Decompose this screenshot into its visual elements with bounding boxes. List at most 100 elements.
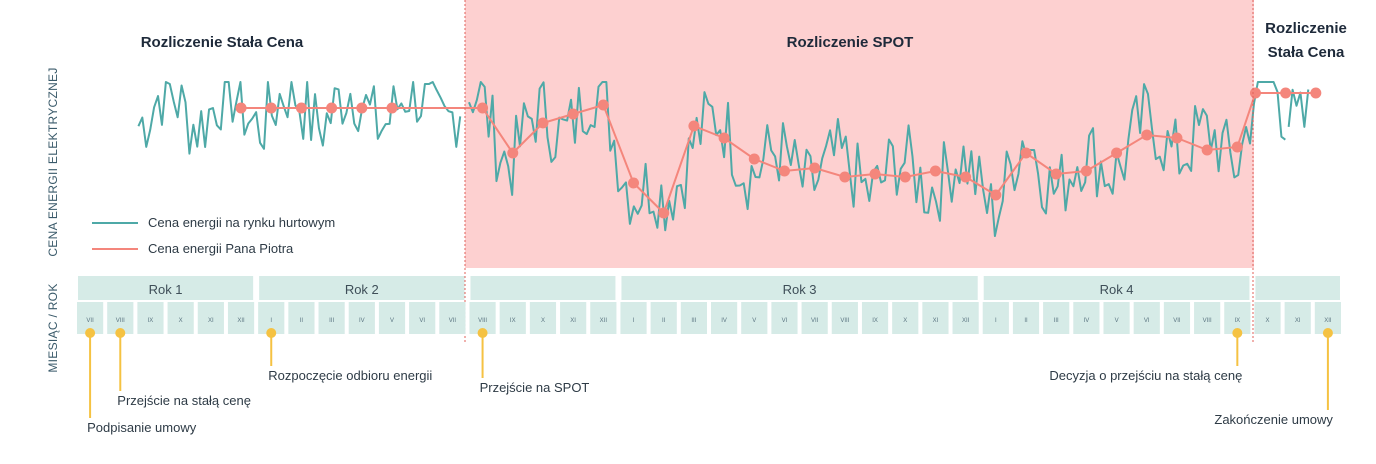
month-label: IX (1234, 318, 1240, 324)
month-cell (288, 302, 315, 334)
month-cell (1073, 302, 1100, 334)
client-price-point (929, 165, 941, 177)
region-title-fixed-1: Rozliczenie Stała Cena (141, 34, 304, 51)
month-cell (1043, 302, 1070, 334)
month-cell (560, 302, 587, 334)
month-label: IX (872, 318, 878, 324)
event-label: Przejście na stałą cenę (117, 393, 251, 408)
month-cell (529, 302, 557, 334)
client-price-point (326, 102, 338, 114)
client-price-point (718, 132, 730, 144)
client-series (235, 87, 1322, 219)
month-cell (1103, 302, 1130, 334)
month-label: VIII (116, 318, 125, 324)
client-price-point (265, 102, 277, 114)
event-label: Przejście na SPOT (480, 380, 590, 395)
event-label: Zakończenie umowy (1214, 412, 1333, 427)
month-label: VI (419, 318, 425, 324)
client-price-point (1080, 165, 1092, 177)
month-label: VII (811, 318, 819, 324)
client-price-point (356, 102, 368, 114)
month-cell (1133, 302, 1160, 334)
event-marker-dot (1232, 328, 1243, 338)
month-label: XII (600, 318, 608, 324)
month-cell (1194, 302, 1221, 334)
month-label: XI (570, 318, 576, 324)
month-cell (439, 302, 466, 334)
month-cell (861, 302, 889, 334)
month-label: XI (1295, 318, 1301, 324)
month-label: I (633, 318, 635, 324)
month-cell (499, 302, 526, 334)
month-label: X (903, 318, 907, 324)
month-cell (922, 302, 949, 334)
client-price-point (960, 171, 972, 183)
month-label: V (1115, 318, 1119, 324)
month-label: VII (86, 318, 94, 324)
event-marker-dot (115, 328, 126, 338)
wholesale-price-line (468, 81, 1286, 237)
client-price-point (477, 102, 489, 114)
month-cell (982, 302, 1009, 334)
month-label: II (662, 318, 666, 324)
year-band (621, 276, 978, 300)
client-price-point (869, 168, 881, 180)
month-cell (892, 302, 919, 334)
month-label: I (995, 318, 997, 324)
event-label: Decyzja o przejściu na stałą cenę (1049, 368, 1242, 383)
year-band (1255, 276, 1340, 300)
month-cell (1012, 302, 1040, 334)
client-price-point (1310, 87, 1322, 99)
client-price-point (628, 177, 640, 189)
month-cell (137, 302, 164, 334)
client-price-point (1171, 132, 1183, 144)
month-cell (318, 302, 345, 334)
region-title-fixed-2-line2: Stała Cena (1268, 44, 1345, 61)
month-cell (771, 302, 798, 334)
client-price-point (295, 102, 307, 114)
month-cell (1163, 302, 1191, 334)
month-label: VIII (840, 318, 849, 324)
client-price-point (658, 207, 670, 219)
year-label: Rok 3 (783, 282, 817, 297)
spot-region-background (465, 0, 1254, 268)
y-axis-label: CENA ENERGII ELEKTRYCZNEJ (46, 67, 60, 256)
month-label: VII (449, 318, 457, 324)
month-label: XII (962, 318, 970, 324)
month-label: XI (933, 318, 939, 324)
year-label: Rok 4 (1100, 282, 1134, 297)
client-price-point (1050, 168, 1062, 180)
client-price-point (1201, 144, 1213, 156)
month-label: X (541, 318, 545, 324)
month-label: XII (237, 318, 245, 324)
month-label: V (752, 318, 756, 324)
client-price-point (1020, 147, 1032, 159)
client-price-point (1111, 147, 1123, 159)
client-price-point (1249, 87, 1261, 99)
timeline-events: Podpisanie umowy Przejście na stałą cenę R… (85, 328, 1333, 435)
month-cell (197, 302, 224, 334)
month-label: IV (359, 318, 365, 324)
month-label: IX (510, 318, 516, 324)
client-price-point (507, 147, 519, 159)
client-price-point (839, 171, 851, 183)
year-band (983, 276, 1250, 300)
month-cell (378, 302, 406, 334)
legend-label-wholesale: Cena energii na rynku hurtowym (148, 215, 335, 230)
client-price-point (537, 117, 549, 129)
client-price-point (990, 189, 1002, 201)
client-price-point (688, 120, 700, 132)
month-label: I (270, 318, 272, 324)
month-label: VII (1173, 318, 1181, 324)
wholesale-price-line (137, 81, 462, 155)
client-price-point (597, 99, 609, 111)
event-marker-dot (1322, 328, 1333, 338)
month-cell (409, 302, 436, 334)
year-label: Rok 1 (149, 282, 183, 297)
year-band (470, 276, 616, 300)
client-price-point (748, 153, 760, 165)
month-cell (348, 302, 375, 334)
month-cell (741, 302, 768, 334)
